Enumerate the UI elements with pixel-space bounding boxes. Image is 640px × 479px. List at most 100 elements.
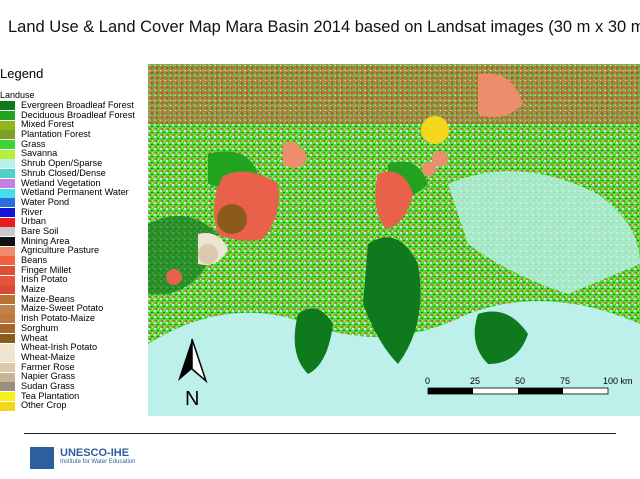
legend-label: Farmer Rose [21,361,75,372]
legend-item: River [0,206,150,218]
legend-item: Mixed Forest [0,120,150,130]
legend-label: River [21,206,43,217]
legend-label: Beans [21,255,48,265]
legend-label: Bare Soil [21,225,59,236]
legend-item: Maize-Beans [0,293,150,305]
forest-patches [208,151,528,374]
legend-subheading: Landuse [0,90,35,100]
scale-tick-label: 0 [425,376,430,386]
legend-item: Irish Potato [0,275,150,285]
legend-swatch [0,149,15,159]
logo-subtitle: Institute for Water Education [60,459,136,465]
legend-swatch [0,236,15,246]
legend-swatch [0,169,15,179]
legend-swatch [0,256,15,266]
agriculture-blocks [198,73,523,265]
land-cover-map: N 0 25 50 75 100 km [148,64,640,416]
legend-swatch [0,111,15,121]
legend-label: Shrub Closed/Dense [21,167,106,178]
legend-item: Grass [0,138,150,150]
legend-item: Sorghum [0,323,150,334]
legend-item: Shrub Closed/Dense [0,167,150,179]
legend-label: Mining Area [21,235,70,246]
crop-markers [166,116,449,285]
legend-swatch [0,304,15,314]
legend-item: Evergreen Broadleaf Forest [0,100,150,111]
scale-bar: 0 25 50 75 100 km [425,376,633,395]
legend-item: Maize [0,284,150,295]
legend-swatch [0,353,15,363]
legend-label: Finger Millet [21,264,72,275]
scale-tick-label: 75 [560,376,570,386]
legend-label: Grass [21,138,46,149]
legend-item: Tea Plantation [0,390,150,402]
legend-item: Shrub Open/Sparse [0,158,150,169]
legend-label: Maize [21,284,46,295]
legend-item: Wetland Vegetation [0,178,150,189]
legend-label: Evergreen Broadleaf Forest [21,100,134,110]
scale-tick-label: 100 km [603,376,633,386]
legend-label: Water Pond [21,196,70,207]
legend-swatch [0,227,15,237]
legend-item: Agriculture Pasture [0,246,150,256]
legend-item: Irish Potato-Maize [0,313,150,324]
legend-label: Napier Grass [21,371,76,382]
legend-swatch [0,120,15,130]
legend-swatch [0,372,15,382]
legend-swatch [0,295,15,305]
legend-swatch [0,362,15,372]
scale-tick-label: 50 [515,376,525,386]
legend-swatch [0,246,15,256]
legend-swatch [0,159,15,169]
legend-label: Wetland Permanent Water [21,187,129,198]
legend-label: Wheat [21,332,48,343]
legend-label: Agriculture Pasture [21,245,100,256]
legend-item: Bare Soil [0,225,150,237]
legend-item: Sudan Grass [0,380,150,392]
legend-list: Evergreen Broadleaf Forest Deciduous Broa… [0,100,150,411]
unesco-temple-icon [30,447,54,469]
legend-item: Urban [0,217,150,227]
north-label: N [185,388,199,410]
legend-label: Deciduous Broadleaf Forest [21,109,135,120]
legend-swatch [0,217,15,227]
legend-swatch [0,130,15,140]
legend-item: Beans [0,255,150,266]
legend-item: Water Pond [0,196,150,208]
footer-divider [24,433,616,434]
legend-label: Irish Potato-Maize [21,313,96,324]
legend-label: Irish Potato [21,274,68,285]
legend-label: Maize-Beans [21,293,75,304]
legend-item: Farmer Rose [0,361,150,373]
legend-heading: Legend [0,66,44,81]
legend-swatch [0,382,15,392]
legend-swatch [0,391,15,401]
legend-swatch [0,285,15,295]
north-arrow: N [178,338,208,410]
legend-item: Wheat [0,332,150,344]
legend-item: Mining Area [0,235,150,247]
legend-label: Sudan Grass [21,380,75,391]
legend-swatch [0,101,15,111]
legend-label: Urban [21,216,47,227]
legend-swatch [0,207,15,217]
legend-item: Wetland Permanent Water [0,187,150,198]
legend-label: Maize-Sweet Potato [21,303,104,314]
legend-swatch [0,343,15,353]
legend-item: Savanna [0,149,150,159]
legend-item: Plantation Forest [0,129,150,140]
legend-swatch [0,401,15,411]
legend-label: Mixed Forest [21,119,75,130]
legend-label: Wheat-Irish Potato [21,342,98,353]
map-title: Land Use & Land Cover Map Mara Basin 201… [8,18,640,36]
legend-swatch [0,188,15,198]
legend-swatch [0,266,15,276]
legend-label: Shrub Open/Sparse [21,158,103,169]
legend-item: Napier Grass [0,372,150,382]
logo-name: UNESCO-IHE [60,447,130,459]
legend-label: Tea Plantation [21,390,80,401]
legend-swatch [0,314,15,324]
legend-item: Maize-Sweet Potato [0,304,150,314]
scale-tick-label: 25 [470,376,480,386]
legend-swatch [0,324,15,334]
